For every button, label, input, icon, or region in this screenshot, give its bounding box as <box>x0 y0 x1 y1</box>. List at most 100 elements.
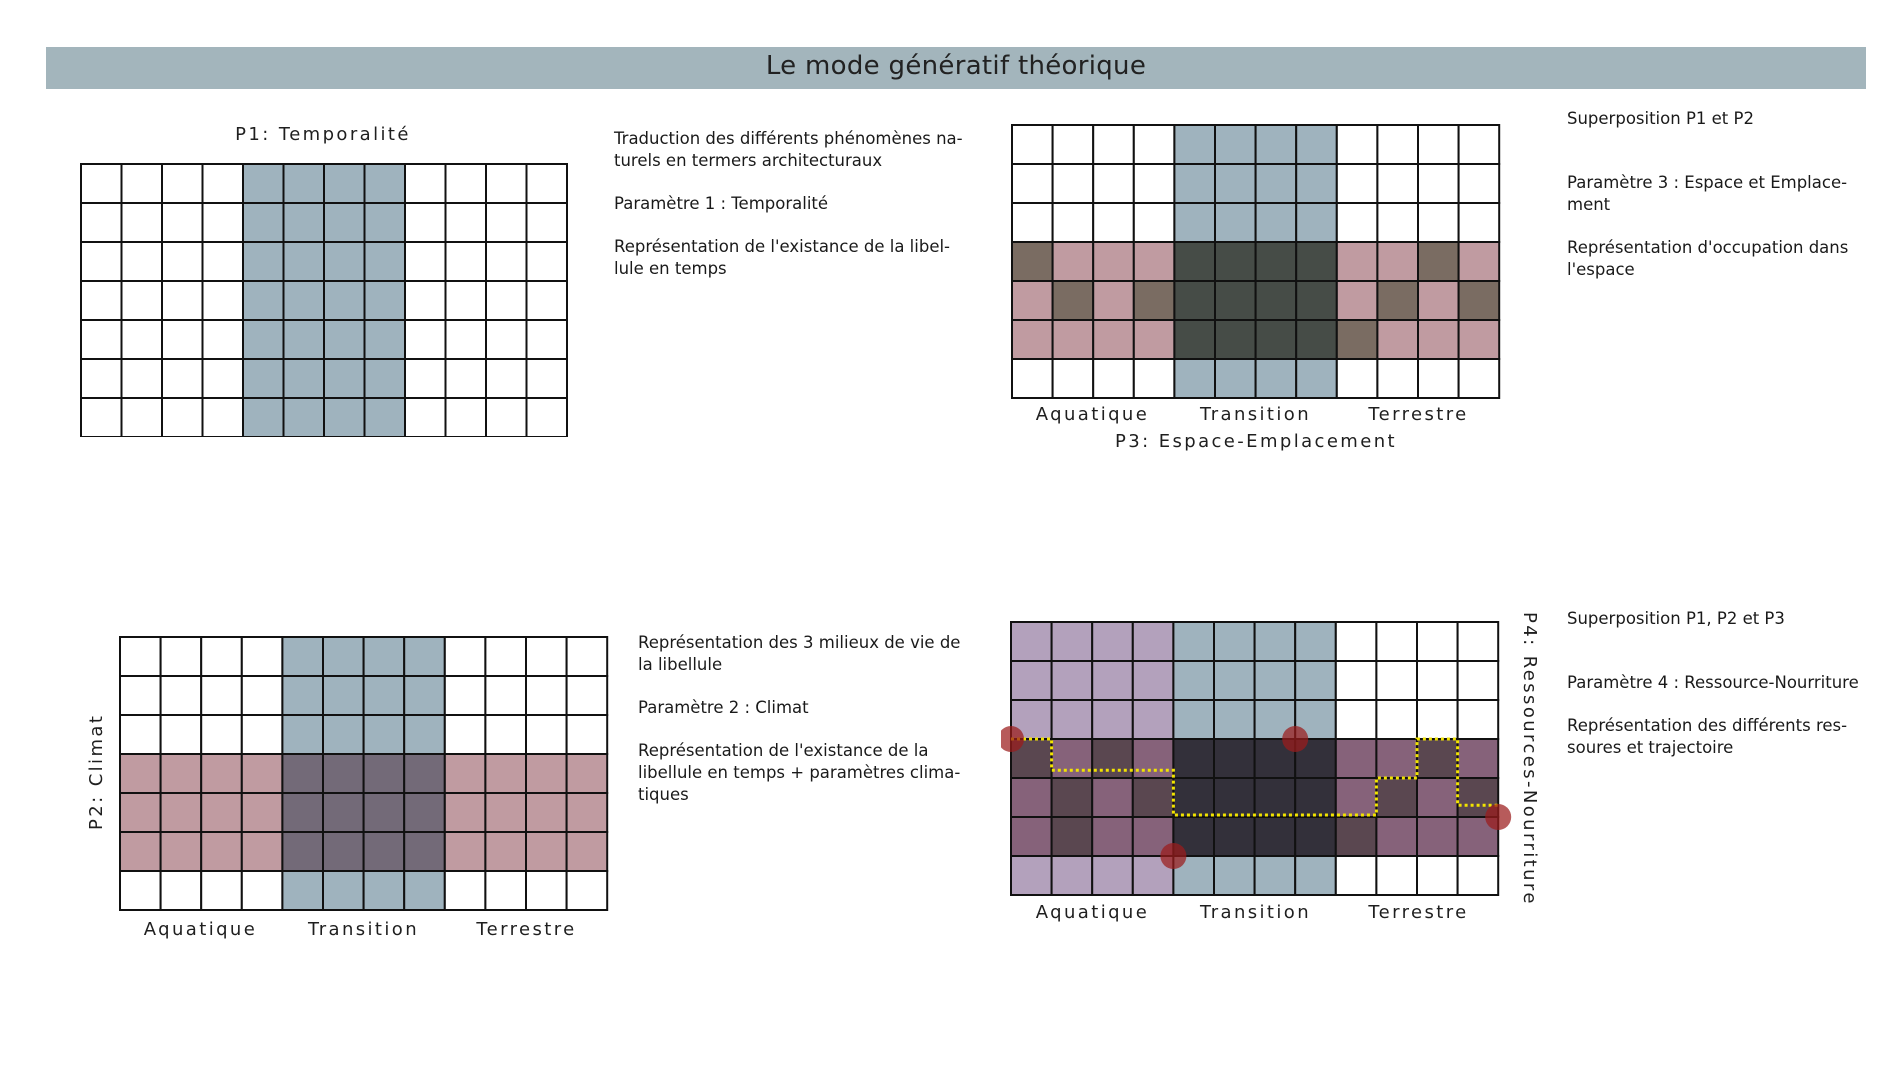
p3-cell-r3-c9 <box>1376 241 1419 282</box>
p1-cell-r3-c1 <box>120 280 163 321</box>
p4-resource-marker-4 <box>1485 804 1512 830</box>
p3-cell-r2-c0 <box>1011 202 1054 243</box>
p3-cell-r2-c4 <box>1173 202 1216 243</box>
p2-desc-line-2: Paramètre 2 : Climat <box>638 698 809 717</box>
p1-cell-r5-c2 <box>161 358 204 399</box>
p1-cell-r5-c8 <box>404 358 447 399</box>
p2-cell-r4-c6 <box>362 792 406 833</box>
p4-cell-r2-c10 <box>1416 699 1459 740</box>
p2-cell-r0-c10 <box>525 636 568 677</box>
p3-cell-r5-c1 <box>1051 319 1095 360</box>
p2-cell-r3-c1 <box>159 753 203 794</box>
p1-cell-r0-c5 <box>282 163 325 204</box>
p3-cell-r3-c10 <box>1417 241 1460 282</box>
p2-cell-r6-c8 <box>443 870 487 911</box>
p1-cell-r6-c10 <box>485 397 528 437</box>
p3-cell-r3-c8 <box>1335 241 1379 282</box>
p2-cell-r0-c3 <box>240 636 284 677</box>
p3-cell-r5-c2 <box>1092 319 1135 360</box>
p4-cell-r5-c6 <box>1253 816 1297 857</box>
p2-cell-r5-c9 <box>484 831 527 872</box>
p2-cell-r4-c2 <box>200 792 243 833</box>
p2-cell-r3-c11 <box>565 753 609 794</box>
p2-cell-r6-c3 <box>240 870 284 911</box>
p3-cell-r4-c6 <box>1254 280 1298 321</box>
p4-cell-r0-c9 <box>1375 621 1418 662</box>
p1-cell-r4-c4 <box>242 319 285 360</box>
p3-cell-r2-c3 <box>1132 202 1176 243</box>
p1-cell-r3-c4 <box>242 280 285 321</box>
p3-cell-r2-c7 <box>1295 202 1338 243</box>
p2-cell-r2-c3 <box>240 714 284 755</box>
p2-cell-r6-c4 <box>281 870 324 911</box>
p2-cell-r1-c10 <box>525 675 568 716</box>
p1-cell-r1-c4 <box>242 202 285 243</box>
p3-zone-aquatique: Aquatique <box>1035 404 1150 425</box>
p2-cell-r2-c0 <box>119 714 162 755</box>
p4-cell-r1-c7 <box>1294 660 1337 701</box>
p4-cell-r4-c0 <box>1010 777 1053 818</box>
p4-trajectory-path <box>1011 737 1499 817</box>
p3-cell-r5-c3 <box>1132 319 1176 360</box>
p3-cell-r5-c4 <box>1173 319 1216 360</box>
p2-grid <box>119 636 609 911</box>
p3-cell-r2-c9 <box>1376 202 1419 243</box>
p1-cell-r0-c0 <box>80 163 123 204</box>
p2-cell-r0-c1 <box>159 636 203 677</box>
p3-cell-r2-c11 <box>1457 202 1501 243</box>
p1-cell-r1-c6 <box>323 202 366 243</box>
p3-cell-r1-c9 <box>1376 163 1419 204</box>
p1-cell-r5-c10 <box>485 358 528 399</box>
p1-cell-r2-c2 <box>161 241 204 282</box>
p3-cell-r1-c7 <box>1295 163 1338 204</box>
p1-cell-r3-c8 <box>404 280 447 321</box>
p4-cell-r3-c3 <box>1131 738 1175 779</box>
p3-cell-r2-c5 <box>1214 202 1257 243</box>
p2-desc-line-1: Représentation des 3 milieux de vie de l… <box>638 633 961 674</box>
p1-cell-r6-c5 <box>282 397 325 437</box>
p1-cell-r1-c5 <box>282 202 325 243</box>
p4-cell-r4-c9 <box>1375 777 1418 818</box>
p4-cell-r3-c4 <box>1172 738 1215 779</box>
p2-cell-r4-c1 <box>159 792 203 833</box>
p4-cell-r1-c0 <box>1010 660 1053 701</box>
p4-cell-r6-c10 <box>1416 855 1459 896</box>
p2-cell-r5-c3 <box>240 831 284 872</box>
p4-cell-r1-c11 <box>1456 660 1500 701</box>
p2-cell-r0-c0 <box>119 636 162 677</box>
p2-cell-r1-c1 <box>159 675 203 716</box>
p1-cell-r1-c7 <box>363 202 406 243</box>
p3-cell-r1-c8 <box>1335 163 1379 204</box>
p2-cell-r4-c7 <box>403 792 446 833</box>
p3-zone-terrestre: Terrestre <box>1368 404 1469 425</box>
p3-cell-r6-c3 <box>1132 358 1176 399</box>
title-banner: Le mode génératif théorique <box>46 47 1866 89</box>
p3-cell-r0-c9 <box>1376 124 1419 165</box>
p1-cell-r6-c11 <box>525 397 568 437</box>
p4-cell-r4-c4 <box>1172 777 1215 818</box>
p4-cell-r2-c2 <box>1091 699 1134 740</box>
p1-desc-line-2: Paramètre 1 : Temporalité <box>614 194 829 213</box>
p4-cell-r5-c7 <box>1294 816 1337 857</box>
p1-cell-r1-c0 <box>80 202 123 243</box>
p3-cell-r4-c0 <box>1011 280 1054 321</box>
p2-cell-r2-c5 <box>322 714 365 755</box>
p4-cell-r6-c1 <box>1050 855 1094 896</box>
p3-cell-r6-c8 <box>1335 358 1379 399</box>
p4-cell-r4-c6 <box>1253 777 1297 818</box>
p1-cell-r2-c5 <box>282 241 325 282</box>
p4-cell-r1-c4 <box>1172 660 1215 701</box>
p1-cell-r4-c2 <box>161 319 204 360</box>
p1-cell-r5-c7 <box>363 358 406 399</box>
p2-zone-aquatique: Aquatique <box>143 919 258 940</box>
p4-cell-r4-c8 <box>1334 777 1378 818</box>
p1-cell-r0-c11 <box>525 163 568 204</box>
p1-cell-r0-c3 <box>201 163 244 204</box>
p3-cell-r1-c1 <box>1051 163 1095 204</box>
p2-cell-r0-c6 <box>362 636 406 677</box>
p1-cell-r0-c1 <box>120 163 163 204</box>
p3-cell-r4-c11 <box>1457 280 1501 321</box>
p2-cell-r3-c6 <box>362 753 406 794</box>
p4-cell-r6-c9 <box>1375 855 1418 896</box>
p2-cell-r4-c5 <box>322 792 365 833</box>
